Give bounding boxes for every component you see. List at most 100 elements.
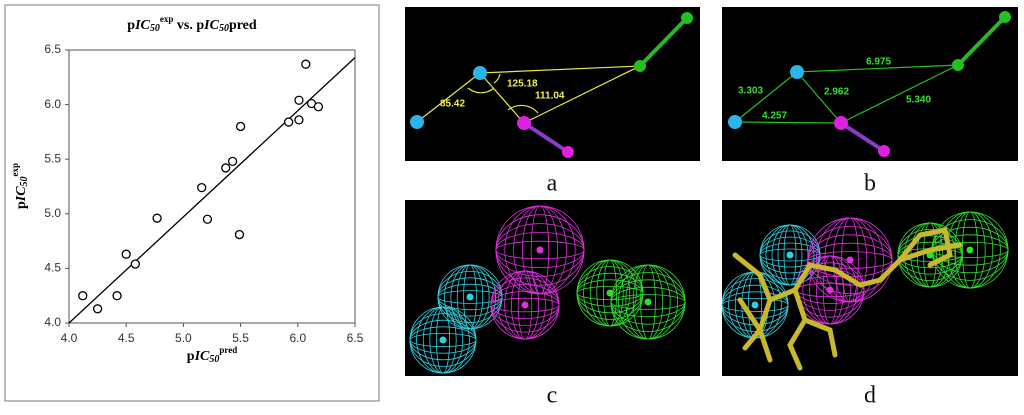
feature-sphere — [790, 65, 804, 79]
wire-sphere — [490, 270, 560, 340]
point — [294, 115, 304, 125]
feature-sphere — [681, 12, 693, 24]
sphere-parallel — [409, 313, 477, 367]
panel-d-spheres — [722, 211, 1009, 339]
feature-sphere — [473, 66, 487, 80]
point — [294, 95, 304, 105]
point — [221, 163, 231, 173]
vector — [839, 121, 886, 153]
y-tick-label: 6.0 — [44, 97, 61, 111]
x-tick-label: 6.5 — [347, 331, 364, 345]
label-part: vs. — [173, 18, 196, 33]
sphere-meridian — [802, 255, 858, 325]
chart-frame — [4, 4, 380, 402]
vector — [956, 15, 1007, 67]
panel-b-geometry — [734, 64, 959, 124]
panel-c — [405, 200, 700, 376]
label-part: 50 — [219, 23, 229, 34]
distance-label: 6.975 — [866, 57, 891, 68]
panel-caption: c — [547, 383, 558, 409]
feature-sphere — [517, 116, 531, 130]
point — [152, 213, 162, 223]
sphere-center — [826, 286, 834, 294]
label-part: p — [196, 18, 204, 33]
chart-title: pIC50exp vs. pIC50pred — [127, 14, 257, 34]
sphere-parallel — [576, 266, 644, 320]
point — [202, 214, 213, 224]
y-tick-label: 4.5 — [44, 261, 61, 275]
wire-sphere — [495, 205, 585, 295]
plot-area — [68, 49, 356, 324]
x-tick-label: 5.0 — [175, 331, 192, 345]
x-axis-label: pIC50pred — [187, 345, 237, 365]
label-part: IC — [134, 18, 150, 33]
sphere-meridian — [583, 259, 637, 327]
point — [313, 102, 324, 112]
point — [227, 156, 238, 167]
sphere-center — [966, 246, 974, 254]
sphere-meridian — [416, 306, 470, 374]
label-part: exp — [10, 163, 20, 177]
sphere-parallel — [722, 278, 789, 332]
sphere-meridian — [765, 224, 815, 286]
sphere-center — [466, 293, 474, 301]
sphere-parallel — [759, 230, 821, 280]
feature-sphere — [999, 11, 1011, 23]
distance-label: 3.303 — [738, 86, 763, 97]
distance-label: 2.962 — [824, 87, 849, 98]
sphere-parallel — [610, 271, 686, 332]
wire-sphere — [610, 264, 686, 340]
wire-sphere — [409, 306, 477, 374]
y-tick-label: 4.0 — [44, 315, 61, 329]
point — [234, 229, 245, 240]
feature-sphere — [834, 116, 848, 130]
label-part: IC — [14, 186, 29, 202]
wire-sphere — [759, 224, 821, 286]
vector — [522, 121, 570, 154]
sphere-center — [786, 251, 794, 259]
point — [112, 291, 122, 301]
sphere-center — [846, 256, 854, 264]
sphere-center — [751, 301, 759, 309]
sphere-meridian — [618, 264, 679, 340]
sphere-center — [644, 298, 652, 306]
label-part: 50 — [150, 23, 160, 34]
panel-c-spheres — [409, 205, 686, 374]
label-part: IC — [194, 349, 210, 364]
label-part: p — [127, 18, 135, 33]
distance-label: 5.340 — [906, 95, 931, 106]
sphere-parallel — [490, 277, 560, 333]
sphere-center — [521, 301, 529, 309]
ligand-sticks — [732, 227, 963, 371]
label-part: p — [14, 201, 29, 209]
sphere-center — [439, 336, 447, 344]
panel-b — [722, 7, 1018, 161]
label-part: pred — [219, 345, 237, 355]
angle-label: 111.04 — [535, 91, 565, 102]
point — [197, 182, 207, 193]
x-tick-label: 4.0 — [61, 331, 78, 345]
feature-sphere — [562, 146, 574, 158]
point — [283, 117, 294, 127]
feature-sphere — [878, 145, 890, 157]
panels: 125.18 85.42 111.04 3.303 6.975 2.962 5.… — [405, 7, 1018, 409]
label-part: pred — [229, 18, 257, 33]
label-part: p — [187, 349, 195, 364]
point — [130, 259, 141, 269]
panel-a-geometry — [416, 65, 641, 124]
x-tick-label: 6.0 — [289, 331, 306, 345]
feature-sphere — [634, 60, 646, 72]
label-part: exp — [160, 14, 174, 24]
angle-label: 85.42 — [440, 99, 465, 110]
point — [78, 291, 88, 301]
y-tick-label: 6.5 — [44, 42, 61, 56]
point — [301, 59, 311, 69]
label-part: IC — [203, 18, 219, 33]
panel-caption: d — [864, 383, 876, 409]
y-tick-label: 5.5 — [44, 151, 61, 165]
feature-sphere — [410, 115, 424, 129]
feature-sphere — [952, 59, 964, 71]
x-tick-label: 4.5 — [118, 331, 135, 345]
x-tick-label: 5.5 — [232, 331, 249, 345]
